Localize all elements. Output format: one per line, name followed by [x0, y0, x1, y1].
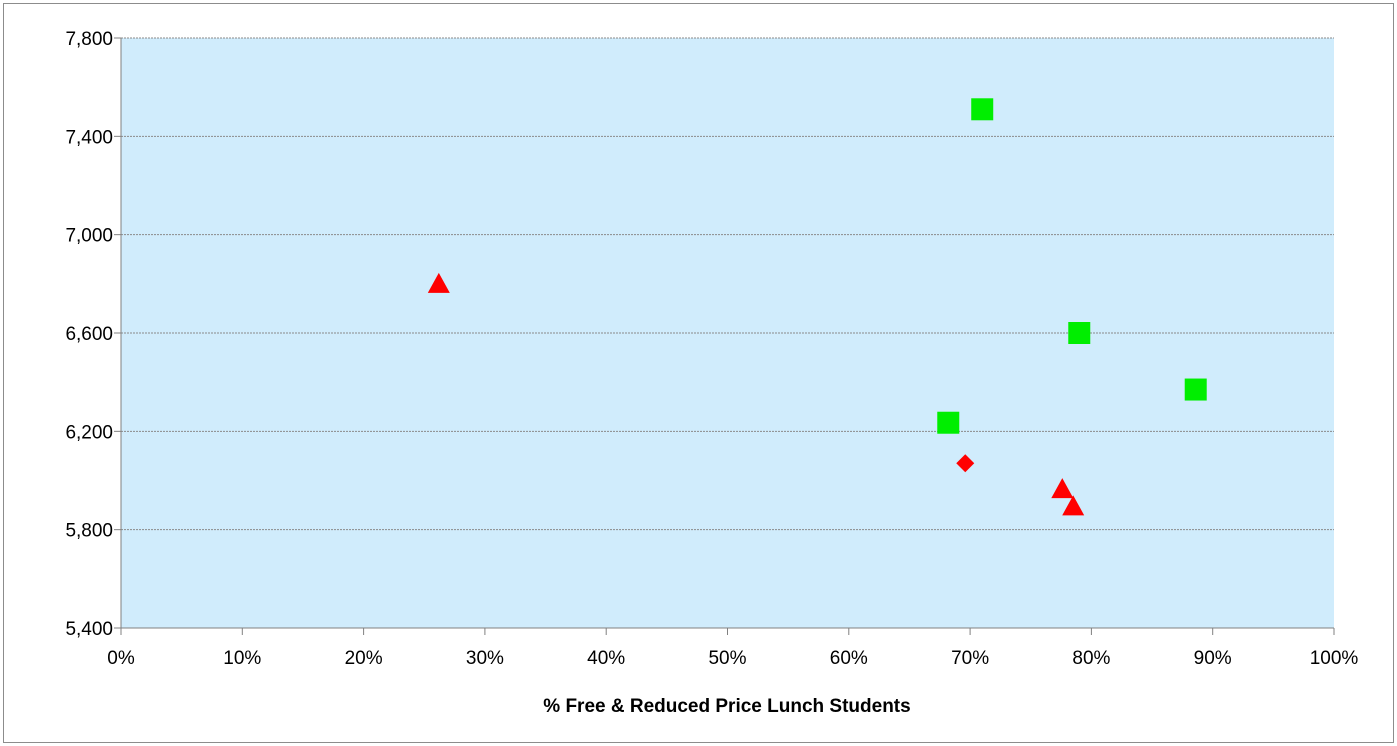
triangle-point — [1051, 478, 1074, 499]
x-tick-label: 70% — [951, 648, 989, 669]
data-points — [427, 98, 1207, 516]
square-point — [1068, 322, 1091, 344]
gridlines — [114, 37, 1335, 635]
x-tick-label: 80% — [1072, 648, 1110, 669]
axes — [120, 38, 1334, 629]
y-tick-label: 7,000 — [65, 226, 113, 247]
x-tick-label: 100% — [1310, 648, 1359, 669]
y-tick-label: 7,800 — [65, 29, 113, 50]
x-tick-label: 30% — [466, 648, 504, 669]
triangle-point — [1062, 495, 1085, 516]
y-tick-label: 5,400 — [65, 619, 113, 640]
square-point — [937, 411, 960, 434]
square-point — [971, 98, 994, 121]
y-tick-label: 7,400 — [65, 127, 113, 148]
square-point — [1184, 378, 1207, 401]
y-tick-label: 5,800 — [65, 521, 113, 542]
x-axis-tick-labels: 0% 10% 20% 30% 40% 50% 60% 70% 80% 90% 100% — [107, 648, 1358, 669]
x-tick-label: 50% — [708, 648, 746, 669]
x-tick-label: 0% — [107, 648, 135, 669]
x-axis-title: % Free & Reduced Price Lunch Students — [543, 696, 910, 717]
x-tick-label: 90% — [1194, 648, 1232, 669]
x-tick-label: 40% — [587, 648, 625, 669]
x-tick-label: 60% — [830, 648, 868, 669]
triangle-point — [427, 272, 450, 293]
x-tick-label: 20% — [345, 648, 383, 669]
y-tick-label: 6,200 — [65, 422, 113, 443]
diamond-point — [956, 454, 975, 473]
y-tick-label: 6,600 — [65, 324, 113, 345]
y-axis-tick-labels: 5,400 5,800 6,200 6,600 7,000 7,400 7,800 — [65, 29, 113, 640]
x-tick-label: 10% — [223, 648, 261, 669]
